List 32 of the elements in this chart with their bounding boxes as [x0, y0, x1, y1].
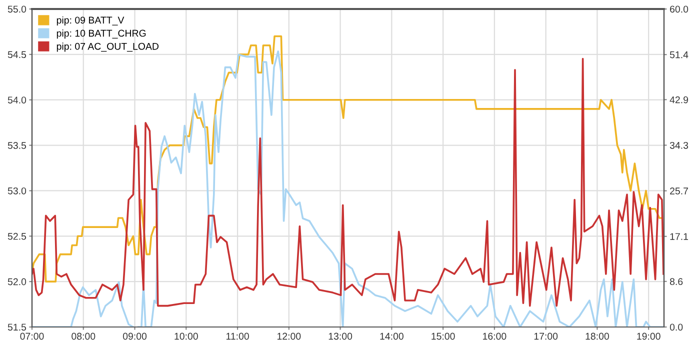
- y-tick-label: 54.5: [8, 51, 26, 58]
- x-tick-label: 17:00: [534, 332, 558, 340]
- y2-tick-label: 25.7: [670, 188, 688, 194]
- y2-tick-label: 0.0: [670, 324, 683, 331]
- y2-tick-label: 60.0: [670, 6, 688, 13]
- y2-tick-label: 17.1: [670, 233, 688, 240]
- legend-label: pip: 10 BATT_CHRG: [56, 30, 146, 39]
- y2-tick-label: 42.9: [670, 96, 688, 104]
- x-tick-label: 09:00: [122, 332, 147, 340]
- x-tick-label: 14:00: [380, 332, 404, 340]
- x-tick-label: 12:00: [277, 332, 301, 340]
- y-tick-label: 55.0: [8, 6, 26, 13]
- x-tick-label: 18:00: [586, 332, 609, 340]
- legend-label: pip: 07 AC_OUT_LOAD: [56, 42, 159, 52]
- y-tick-label: 52.0: [8, 278, 26, 286]
- x-tick-label: 11:00: [226, 332, 249, 340]
- x-tick-label: 19:00: [637, 332, 660, 340]
- x-tick-label: 10:00: [174, 332, 198, 340]
- x-tick-label: 16:00: [483, 332, 506, 340]
- x-tick-label: 07:00: [20, 332, 44, 340]
- y-tick-label: 53.5: [8, 142, 26, 149]
- y-tick-label: 54.0: [8, 96, 26, 104]
- x-tick-label: 15:00: [432, 332, 455, 340]
- y2-tick-label: 34.3: [670, 142, 688, 149]
- x-tick-label: 08:00: [72, 332, 96, 340]
- y-tick-label: 53.0: [8, 187, 26, 194]
- y-tick-label: 51.5: [8, 324, 26, 331]
- legend-label: pip: 09 BATT_V: [56, 16, 124, 26]
- y2-tick-label: 51.4: [670, 51, 688, 58]
- x-tick-label: 13:00: [328, 332, 352, 340]
- y-tick-label: 52.5: [8, 232, 26, 240]
- y2-tick-label: 8.6: [670, 278, 683, 286]
